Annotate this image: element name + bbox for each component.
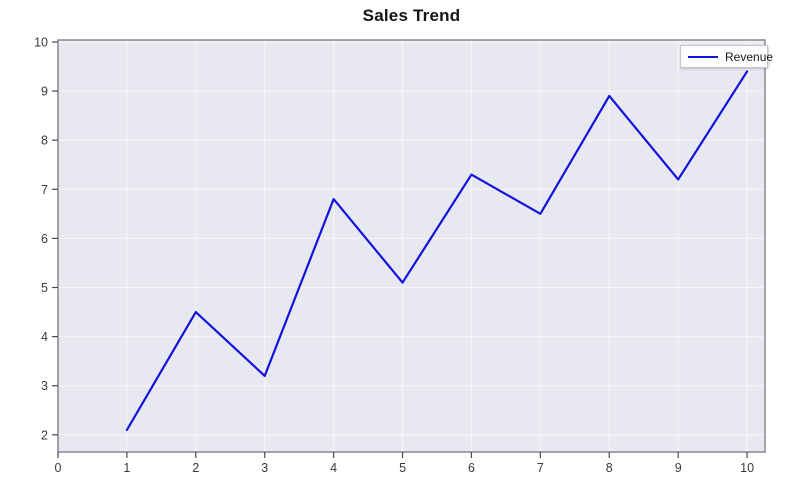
- x-tick-label: 5: [399, 461, 406, 475]
- legend: Revenue: [680, 45, 773, 68]
- plot-frame: [57, 39, 766, 453]
- y-tick-label: 10: [34, 35, 48, 49]
- y-tick-label: 5: [41, 281, 48, 295]
- y-tick-label: 4: [41, 330, 48, 344]
- plot-background: [58, 40, 765, 452]
- x-tick-label: 6: [468, 461, 475, 475]
- x-tick-label: 0: [55, 461, 62, 475]
- x-tick-label: 4: [330, 461, 337, 475]
- y-tick-label: 9: [41, 85, 48, 99]
- chart-title: Sales Trend: [362, 6, 461, 25]
- x-tick-label: 10: [740, 461, 754, 475]
- x-tick-label: 8: [606, 461, 613, 475]
- x-tick-label: 7: [537, 461, 544, 475]
- legend-label: Revenue: [725, 49, 774, 64]
- y-tick-label: 3: [41, 379, 48, 393]
- legend-line-sample-icon: [688, 55, 718, 58]
- x-tick-label: 1: [123, 461, 130, 475]
- x-tick-label: 3: [261, 461, 268, 475]
- data-line-revenue: [125, 70, 749, 432]
- y-tick-label: 6: [41, 232, 48, 246]
- y-tick-label: 2: [41, 428, 48, 442]
- x-tick-label: 9: [675, 461, 682, 475]
- y-tick-label: 7: [41, 183, 48, 197]
- y-tick-label: 8: [41, 134, 48, 148]
- x-tick-label: 2: [192, 461, 199, 475]
